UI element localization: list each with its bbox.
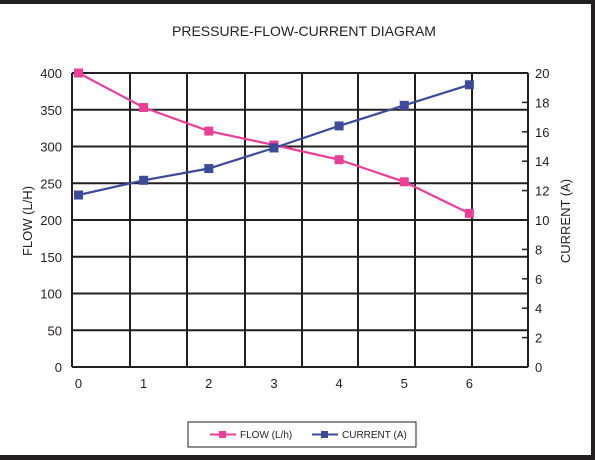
- y-left-tick-label: 300: [40, 140, 62, 155]
- y-right-tick-label: 20: [535, 66, 549, 81]
- right-border: [591, 0, 595, 460]
- y-right-tick-label: 6: [535, 272, 542, 287]
- y-left-tick-label: 150: [40, 250, 62, 265]
- flow-data-point: [74, 68, 84, 78]
- x-tick-label: 3: [270, 376, 277, 391]
- x-tick-label: 6: [466, 376, 473, 391]
- flow-data-point: [399, 177, 409, 187]
- x-tick-label: 2: [205, 376, 212, 391]
- legend-current-label: CURRENT (A): [342, 430, 407, 441]
- current-data-point: [334, 121, 344, 131]
- y-left-tick-label: 100: [40, 287, 62, 302]
- current-data-point: [139, 175, 149, 185]
- y-right-tick-label: 14: [535, 154, 549, 169]
- right-axis-title: CURRENT (A): [558, 179, 573, 263]
- legend-flow-label: FLOW (L/h): [240, 430, 292, 441]
- flow-data-point: [204, 126, 214, 136]
- legend: FLOW (L/h) CURRENT (A): [187, 421, 417, 448]
- top-border: [0, 0, 595, 4]
- chart-title: PRESSURE-FLOW-CURRENT DIAGRAM: [172, 23, 436, 39]
- current-data-point: [464, 80, 474, 90]
- left-axis-title: FLOW (L/H): [20, 186, 35, 256]
- y-right-tick-label: 2: [535, 331, 542, 346]
- y-left-tick-label: 200: [40, 213, 62, 228]
- y-left-tick-label: 250: [40, 176, 62, 191]
- flow-data-point: [139, 103, 149, 113]
- y-left-tick-label: 50: [48, 323, 62, 338]
- y-left-tick-label: 0: [55, 360, 62, 375]
- x-tick-label: 1: [140, 376, 147, 391]
- current-data-point: [204, 164, 214, 174]
- flow-data-point: [464, 208, 474, 218]
- y-right-tick-label: 0: [535, 360, 542, 375]
- y-left-tick-label: 350: [40, 103, 62, 118]
- legend-current-marker: [321, 431, 328, 438]
- bottom-border: [0, 455, 595, 460]
- series-layer: [74, 68, 474, 218]
- y-right-tick-label: 12: [535, 184, 549, 199]
- x-tick-label: 4: [335, 376, 342, 391]
- y-right-tick-label: 16: [535, 125, 549, 140]
- current-data-point: [74, 190, 84, 200]
- x-tick-label: 0: [75, 376, 82, 391]
- y-right-tick-label: 4: [535, 301, 542, 316]
- ticks-layer: 0501001502002503003504000246810121416182…: [40, 66, 549, 391]
- y-left-tick-label: 400: [40, 66, 62, 81]
- y-right-tick-label: 8: [535, 242, 542, 257]
- y-right-tick-label: 10: [535, 213, 549, 228]
- y-right-tick-label: 18: [535, 95, 549, 110]
- legend-flow-marker: [219, 431, 226, 438]
- x-tick-label: 5: [401, 376, 408, 391]
- current-data-point: [399, 100, 409, 110]
- flow-data-point: [334, 155, 344, 165]
- current-data-point: [269, 143, 279, 153]
